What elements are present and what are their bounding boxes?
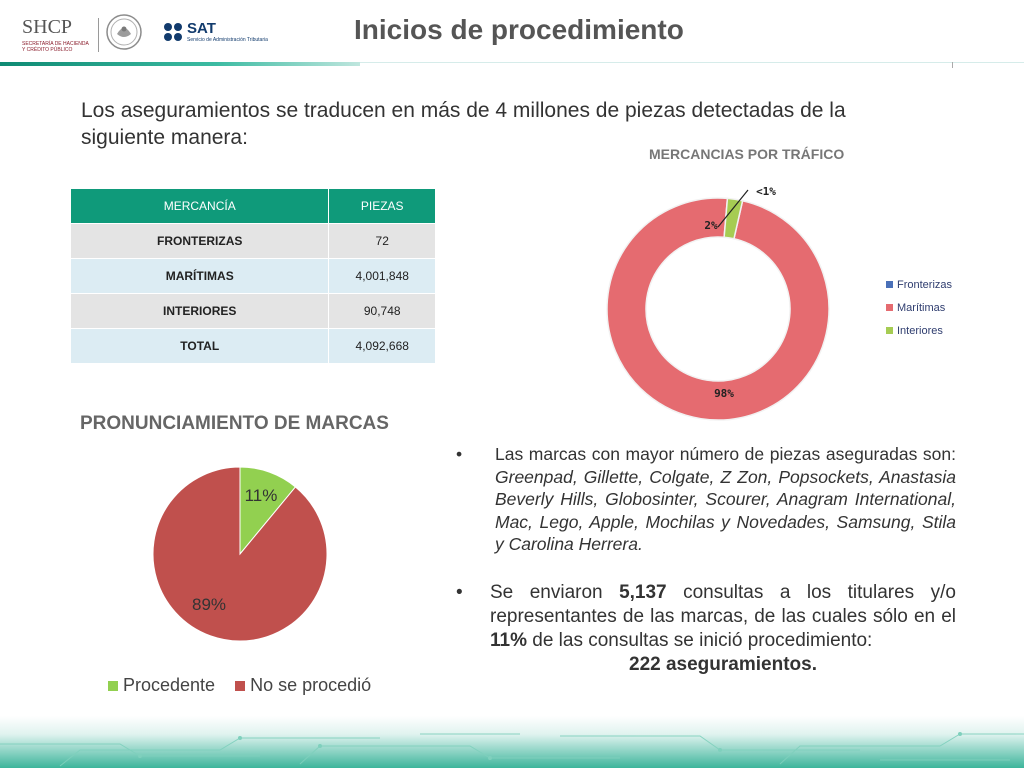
- sat-logo-subtext: Servicio de Administración Tributaria: [187, 37, 268, 43]
- table-cell-name: TOTAL: [69, 328, 330, 364]
- pie-chart-title: PRONUNCIAMIENTO DE MARCAS: [80, 413, 389, 434]
- data-label-fronterizas: <1%: [756, 185, 776, 198]
- bullet-brands-prefix: Las marcas con mayor número de piezas as…: [495, 444, 956, 464]
- legend-label: Interiores: [897, 324, 943, 337]
- table-row: MARÍTIMAS 4,001,848: [69, 258, 436, 294]
- shcp-logo-text: SHCP: [22, 16, 73, 38]
- table-header-mercancia: MERCANCÍA: [69, 188, 330, 224]
- national-seal-icon: [106, 14, 142, 50]
- header-rule: [0, 62, 1024, 68]
- table-cell-value: 72: [328, 223, 436, 259]
- bullet-text: Las marcas con mayor número de piezas as…: [495, 443, 956, 556]
- consultations-text-1: Se enviaron: [490, 582, 620, 603]
- table-row: TOTAL 4,092,668: [69, 328, 436, 364]
- bullet-brands-list: Greenpad, Gillette, Colgate, Z Zon, Pops…: [495, 466, 956, 555]
- leader-line: [717, 189, 749, 228]
- slide-header: SHCP SECRETARÍA DE HACIENDA Y CRÉDITO PÚ…: [0, 0, 1024, 68]
- traffic-donut-chart: <1% 98% 2%: [606, 185, 830, 421]
- sat-logo: SAT Servicio de Administración Tributari…: [163, 20, 283, 48]
- legend-swatch-fronterizas: [886, 281, 893, 288]
- donut-chart-title: MERCANCIAS POR TRÁFICO: [649, 146, 845, 162]
- consultations-percent: 11%: [490, 630, 527, 651]
- footer-circuit-band: [0, 716, 1024, 768]
- sat-emblem-icon: [164, 23, 182, 41]
- legend-label: Procedente: [123, 675, 216, 695]
- sat-logo-text: SAT: [187, 20, 216, 37]
- legend-label: Fronterizas: [897, 278, 953, 291]
- table-header-piezas: PIEZAS: [328, 188, 436, 224]
- legend-item: Procedente: [108, 675, 215, 696]
- legend-label: No se procedió: [250, 675, 372, 695]
- data-label-interiores: 2%: [704, 219, 718, 232]
- bullet-marker: •: [456, 582, 463, 603]
- data-label-procedente: 11%: [245, 486, 278, 505]
- legend-swatch-procedente: [108, 680, 118, 691]
- table-header-row: MERCANCÍA PIEZAS: [69, 188, 436, 224]
- table-cell-name: FRONTERIZAS: [69, 223, 330, 259]
- header-tick: [952, 62, 953, 68]
- consultations-text-3: de las consultas se inició procedimiento…: [526, 630, 873, 651]
- table-cell-name: MARÍTIMAS: [69, 258, 330, 294]
- table-cell-value: 4,001,848: [328, 258, 436, 294]
- bullet-brands: • Las marcas con mayor número de piezas …: [456, 443, 956, 556]
- pie-legend: Procedente No se procedió: [108, 675, 371, 696]
- legend-label: Marítimas: [897, 301, 946, 314]
- bullet-consultations: • Se enviaron 5,137 consultas a los titu…: [456, 581, 956, 677]
- table-cell-value: 4,092,668: [328, 328, 436, 364]
- merchandise-table: MERCANCÍA PIEZAS FRONTERIZAS 72 MARÍTIMA…: [69, 188, 436, 364]
- brands-pie-chart: 11% 89%: [152, 466, 328, 642]
- table-row: INTERIORES 90,748: [69, 293, 436, 329]
- bullet-marker: •: [456, 444, 463, 464]
- slice-mar-timas: [606, 197, 830, 421]
- data-label-mar-timas: 98%: [714, 387, 734, 400]
- slice-interiores: [723, 197, 744, 240]
- legend-swatch-maritimas: [886, 304, 893, 311]
- table-row: FRONTERIZAS 72: [69, 223, 436, 259]
- intro-text: Los aseguramientos se traducen en más de…: [81, 99, 846, 149]
- consultations-text-2: consultas a los titulares y/o representa…: [490, 582, 956, 627]
- shcp-logo-subtext: SECRETARÍA DE HACIENDA Y CRÉDITO PÚBLICO: [22, 41, 89, 53]
- shcp-logo: SHCP SECRETARÍA DE HACIENDA Y CRÉDITO PÚ…: [22, 16, 92, 56]
- legend-swatch-no-procedio: [235, 680, 246, 691]
- logo-divider: [98, 18, 99, 52]
- slice-no-se-procedi-: [152, 466, 328, 642]
- legend-item: Interiores: [886, 319, 952, 342]
- legend-item: No se procedió: [235, 675, 371, 696]
- consultations-count: 5,137: [619, 582, 667, 603]
- table-cell-value: 90,748: [328, 293, 436, 329]
- page-title: Inicios de procedimiento: [354, 14, 684, 45]
- table-cell-name: INTERIORES: [69, 293, 330, 329]
- legend-item: Fronterizas: [886, 273, 952, 296]
- legend-item: Marítimas: [886, 296, 952, 319]
- bullet-text: Se enviaron 5,137 consultas a los titula…: [490, 581, 956, 653]
- legend-swatch-interiores: [886, 327, 893, 334]
- donut-legend: Fronterizas Marítimas Interiores: [886, 273, 952, 342]
- seizures-result: 222 aseguramientos.: [629, 654, 817, 675]
- data-label-no-se-procedi-: 89%: [192, 595, 226, 614]
